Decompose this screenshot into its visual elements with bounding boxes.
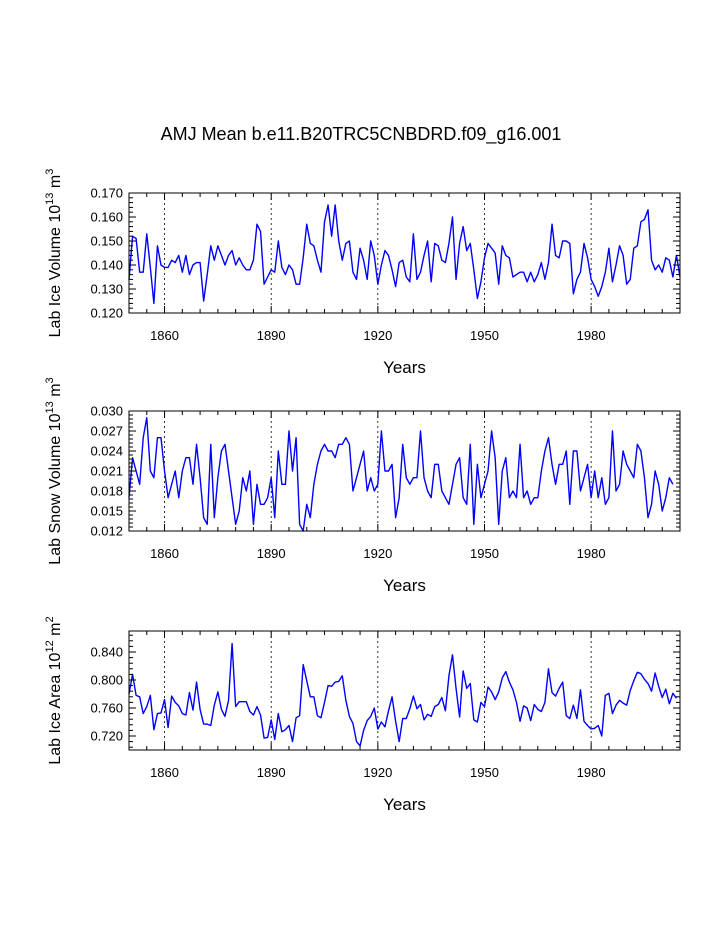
x-tick-label: 1980 <box>577 546 606 561</box>
y-tick-labels: 0.720 0.760 0.800 0.840 <box>90 645 123 744</box>
y-axis-title-unit-exponent: 3 <box>44 169 56 175</box>
x-tick-labels: 1860 1890 1920 1950 1980 <box>150 328 606 343</box>
x-tick-label: 1890 <box>257 328 286 343</box>
y-tick-labels: 0.012 0.015 0.018 0.021 0.024 0.027 0.03… <box>90 404 123 539</box>
y-tick-label: 0.150 <box>90 234 123 249</box>
x-tick-label: 1920 <box>363 546 392 561</box>
y-tick-label: 0.760 <box>90 701 123 716</box>
y-tick-label: 0.720 <box>90 729 123 744</box>
plot-frame <box>128 630 681 751</box>
y-tick-label: 0.140 <box>90 258 123 273</box>
y-axis-title-unit-exponent: 2 <box>44 616 56 622</box>
y-axis-title-unit: m <box>47 623 64 641</box>
y-tick-label: 0.018 <box>90 484 123 499</box>
x-tick-label: 1860 <box>150 765 179 780</box>
y-tick-label: 0.120 <box>90 306 123 321</box>
y-axis-title-main: Lab Ice Area 10 <box>47 652 64 764</box>
panel-ice-area: 0.720 0.760 0.800 0.840 1860 1890 1920 1… <box>44 616 681 814</box>
x-tick-labels: 1860 1890 1920 1950 1980 <box>150 546 606 561</box>
y-tick-label: 0.024 <box>90 444 123 459</box>
tick-marks <box>128 192 681 314</box>
tick-marks <box>128 631 681 750</box>
y-tick-label: 0.021 <box>90 464 123 479</box>
x-tick-label: 1920 <box>363 765 392 780</box>
y-axis-title: Lab Snow Volume 1013 m3 <box>44 377 64 564</box>
series-line-ice-area <box>128 642 678 747</box>
x-tick-label: 1980 <box>577 328 606 343</box>
x-tick-label: 1950 <box>470 328 499 343</box>
x-tick-label: 1950 <box>470 546 499 561</box>
series-line-ice-volume <box>128 204 681 305</box>
x-axis-title: Years <box>383 358 426 377</box>
x-tick-label: 1890 <box>257 765 286 780</box>
plot-frame <box>128 192 681 314</box>
x-tick-label: 1890 <box>257 546 286 561</box>
x-tick-labels: 1860 1890 1920 1950 1980 <box>150 765 606 780</box>
x-tick-label: 1980 <box>577 765 606 780</box>
y-axis-title-main: Lab Ice Volume 10 <box>47 205 64 338</box>
y-axis-title-exponent: 13 <box>44 401 56 413</box>
y-tick-label: 0.170 <box>90 186 123 201</box>
y-axis-title-main: Lab Snow Volume 10 <box>47 413 64 564</box>
x-tick-label: 1860 <box>150 546 179 561</box>
y-tick-label: 0.015 <box>90 504 123 519</box>
y-tick-labels: 0.120 0.130 0.140 0.150 0.160 0.170 <box>90 186 123 321</box>
y-axis-title-unit: m <box>47 383 64 401</box>
x-tick-label: 1920 <box>363 328 392 343</box>
y-tick-label: 0.160 <box>90 210 123 225</box>
y-axis-title-unit-exponent: 3 <box>44 377 56 383</box>
y-axis-title-exponent: 13 <box>44 193 56 205</box>
y-tick-label: 0.012 <box>90 524 123 539</box>
x-axis-title: Years <box>383 576 426 595</box>
tick-marks <box>128 410 681 532</box>
y-tick-label: 0.800 <box>90 673 123 688</box>
y-tick-label: 0.027 <box>90 424 123 439</box>
x-axis-title: Years <box>383 795 426 814</box>
y-axis-title: Lab Ice Volume 1013 m3 <box>44 169 64 338</box>
y-tick-label: 0.030 <box>90 404 123 419</box>
y-tick-label: 0.130 <box>90 282 123 297</box>
figure-title: AMJ Mean b.e11.B20TRC5CNBDRD.f09_g16.001 <box>161 124 562 145</box>
y-axis-title-unit: m <box>47 175 64 193</box>
x-tick-label: 1860 <box>150 328 179 343</box>
panel-ice-volume: 0.120 0.130 0.140 0.150 0.160 0.170 1860… <box>44 169 681 377</box>
y-tick-label: 0.840 <box>90 645 123 660</box>
y-axis-title: Lab Ice Area 1012 m2 <box>44 616 64 764</box>
panel-snow-volume: 0.012 0.015 0.018 0.021 0.024 0.027 0.03… <box>44 377 681 595</box>
y-axis-title-exponent: 12 <box>44 640 56 652</box>
series-line-snow-volume <box>128 416 674 532</box>
x-tick-label: 1950 <box>470 765 499 780</box>
